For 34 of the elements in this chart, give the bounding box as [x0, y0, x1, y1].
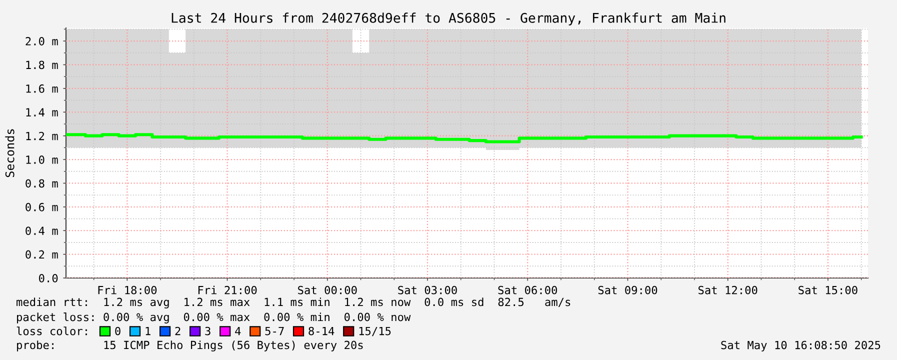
- y-tick-label: 1.0 m: [26, 156, 58, 164]
- legend-title: loss color:: [16, 326, 87, 336]
- text: Sat May 10 16:08:50 2025: [721, 340, 880, 352]
- legend-label: 8-14: [308, 326, 334, 336]
- y-tick-label: 2.0 m: [26, 37, 58, 46]
- y-tick-label: 0.0: [39, 274, 58, 282]
- text: median rtt: 1.2 ms avg 1.2 ms max 1.1 ms min 1.2 ms now 0.0 ms sd 82.5 am/s: [16, 298, 570, 308]
- legend-label: 1: [146, 326, 150, 336]
- legend-label: 15/15: [359, 326, 391, 336]
- legend-label: 3: [205, 326, 210, 336]
- y-tick-label: 1.6 m: [26, 84, 58, 93]
- x-tick-label: Sat 06:00: [498, 286, 558, 294]
- x-tick-label: Sat 00:00: [298, 286, 357, 294]
- legend-label: 0: [115, 326, 120, 336]
- y-tick-label: 0.4 m: [26, 226, 58, 236]
- legend-label: 2: [175, 326, 180, 336]
- text: packet loss: 0.00 % avg 0.00 % max 0.00 % min 0.00 % now: [17, 312, 411, 324]
- legend-label: 5-7: [265, 326, 284, 336]
- x-tick-label: Fri 21:00: [198, 286, 257, 294]
- y-tick-label: 0.2 m: [26, 250, 58, 259]
- x-tick-label: Sat 12:00: [698, 286, 758, 294]
- text: probe: 15 ICMP Echo Pings (56 Bytes) every 20s: [17, 340, 363, 352]
- x-tick-label: Sat 15:00: [798, 286, 858, 294]
- chart-title: Last 24 Hours from 2402768d9eff to AS6805 - Germany, Frankfurt am Main: [172, 12, 726, 26]
- y-tick-label: 1.2 m: [26, 132, 58, 140]
- y-tick-label: 0.8 m: [26, 179, 58, 188]
- y-tick-label: 1.8 m: [26, 60, 58, 70]
- x-tick-label: Sat 03:00: [398, 286, 457, 294]
- x-tick-label: Sat 09:00: [598, 286, 658, 294]
- y-axis-title: Seconds: [5, 129, 14, 178]
- x-tick-label: Fri 18:00: [98, 286, 157, 294]
- y-tick-label: 1.4 m: [26, 108, 58, 116]
- legend-label: 4: [235, 326, 241, 336]
- y-tick-label: 0.6 m: [26, 202, 58, 212]
